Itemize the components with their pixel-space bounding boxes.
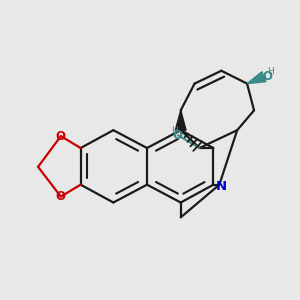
Text: H: H	[267, 67, 274, 76]
Polygon shape	[247, 72, 266, 84]
Text: O: O	[56, 130, 66, 142]
Polygon shape	[176, 110, 186, 130]
Text: O: O	[56, 190, 66, 203]
Text: O: O	[173, 129, 183, 142]
Text: H: H	[171, 126, 178, 135]
Text: N: N	[215, 180, 226, 193]
Text: O: O	[262, 70, 272, 83]
